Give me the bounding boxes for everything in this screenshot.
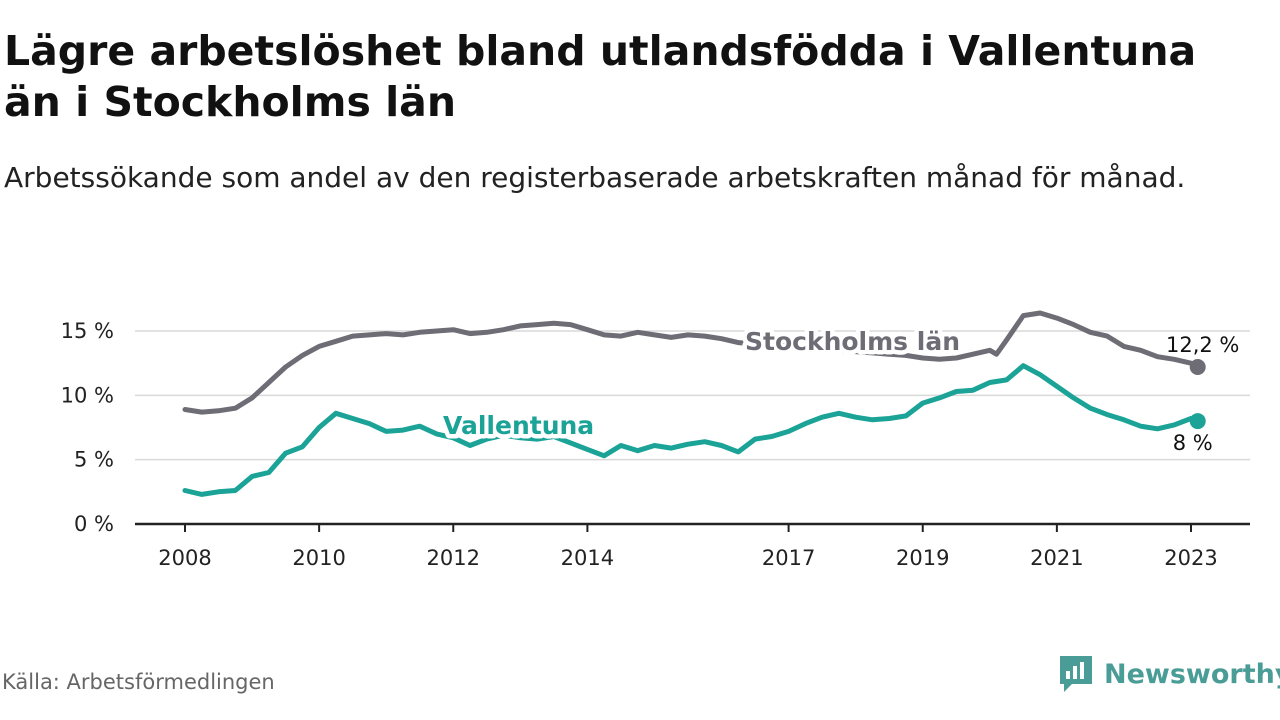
series-line-stockholm bbox=[185, 313, 1198, 412]
brand-logo-block[interactable]: Newsworthy bbox=[1058, 654, 1280, 694]
y-tick-label: 10 % bbox=[61, 383, 114, 407]
series-layer bbox=[185, 313, 1206, 494]
x-tick-label: 2019 bbox=[896, 546, 949, 570]
series-label-stockholm: Stockholms län bbox=[745, 327, 960, 356]
x-tick-label: 2021 bbox=[1030, 546, 1083, 570]
end-point-vallentuna bbox=[1190, 413, 1206, 429]
end-point-stockholm bbox=[1190, 359, 1206, 375]
y-tick-label: 0 % bbox=[74, 512, 114, 536]
series-label-vallentuna: Vallentuna bbox=[443, 411, 594, 440]
x-tick-label: 2014 bbox=[561, 546, 614, 570]
series-line-vallentuna bbox=[185, 366, 1198, 495]
x-tick-label: 2017 bbox=[762, 546, 815, 570]
line-chart: 0 % 5 % 10 % 15 % 2008 2010 2012 2014 2017 2019 20… bbox=[0, 0, 1280, 640]
source-note: Källa: Arbetsförmedlingen bbox=[2, 670, 275, 694]
x-tick-label: 2023 bbox=[1164, 546, 1217, 570]
brand-name: Newsworthy bbox=[1104, 659, 1280, 690]
grid-layer bbox=[135, 331, 1250, 460]
x-tick-label: 2012 bbox=[427, 546, 480, 570]
y-tick-label: 5 % bbox=[74, 448, 114, 472]
y-tick-label: 15 % bbox=[61, 319, 114, 343]
x-tick-label: 2010 bbox=[292, 546, 345, 570]
newsworthy-logo-icon bbox=[1058, 654, 1094, 694]
end-label-vallentuna: 8 % bbox=[1173, 431, 1213, 455]
end-label-stockholm: 12,2 % bbox=[1166, 333, 1239, 357]
x-tick-label: 2008 bbox=[158, 546, 211, 570]
